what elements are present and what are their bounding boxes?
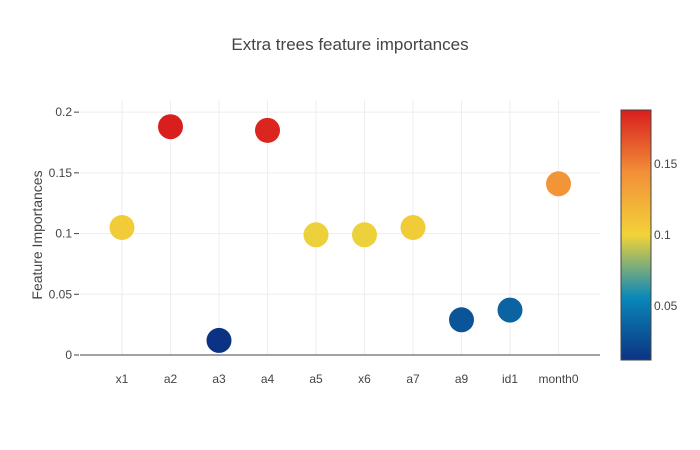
data-point-a3[interactable] (206, 327, 232, 353)
x-tick-label: a4 (261, 372, 275, 386)
x-tick-label: a5 (309, 372, 323, 386)
x-tick-label: a9 (455, 372, 469, 386)
x-axis: x1 a2 a3 a4 a5 x6 a7 a9 id1 month0 (116, 372, 579, 386)
x-tick-label: a2 (164, 372, 178, 386)
grid (80, 100, 600, 355)
y-tick-label: 0.2 (55, 105, 72, 119)
y-tick-label: 0.15 (49, 166, 73, 180)
colorbar-tick-label: 0.05 (654, 299, 678, 313)
data-point-id1[interactable] (497, 297, 523, 323)
data-point-a7[interactable] (400, 215, 426, 240)
data-point-a2[interactable] (158, 114, 183, 140)
y-tick-label: 0 (65, 348, 72, 362)
data-point-a4[interactable] (255, 117, 280, 143)
data-points (109, 114, 571, 353)
x-tick-label: month0 (538, 372, 578, 386)
x-tick-label: x1 (116, 372, 129, 386)
y-tick-label: 0.1 (55, 227, 72, 241)
colorbar-tick-label: 0.1 (654, 228, 671, 242)
colorbar-tick-label: 0.15 (654, 157, 678, 171)
colorbar-gradient (620, 109, 652, 361)
y-axis-label: Feature Importances (29, 170, 45, 299)
data-point-a9[interactable] (449, 307, 474, 333)
x-tick-label: x6 (358, 372, 371, 386)
x-tick-label: id1 (502, 372, 518, 386)
y-tick-label: 0.05 (49, 287, 73, 301)
data-point-x1[interactable] (109, 215, 135, 240)
chart-title: Extra trees feature importances (231, 35, 468, 54)
x-tick-label: a7 (406, 372, 420, 386)
colorbar: 0.05 0.1 0.15 (620, 109, 678, 361)
data-point-a5[interactable] (303, 222, 329, 248)
x-tick-label: a3 (212, 372, 226, 386)
data-point-x6[interactable] (352, 222, 377, 248)
y-axis: 0 0.05 0.1 0.15 0.2 (49, 105, 79, 362)
data-point-month0[interactable] (546, 171, 571, 197)
